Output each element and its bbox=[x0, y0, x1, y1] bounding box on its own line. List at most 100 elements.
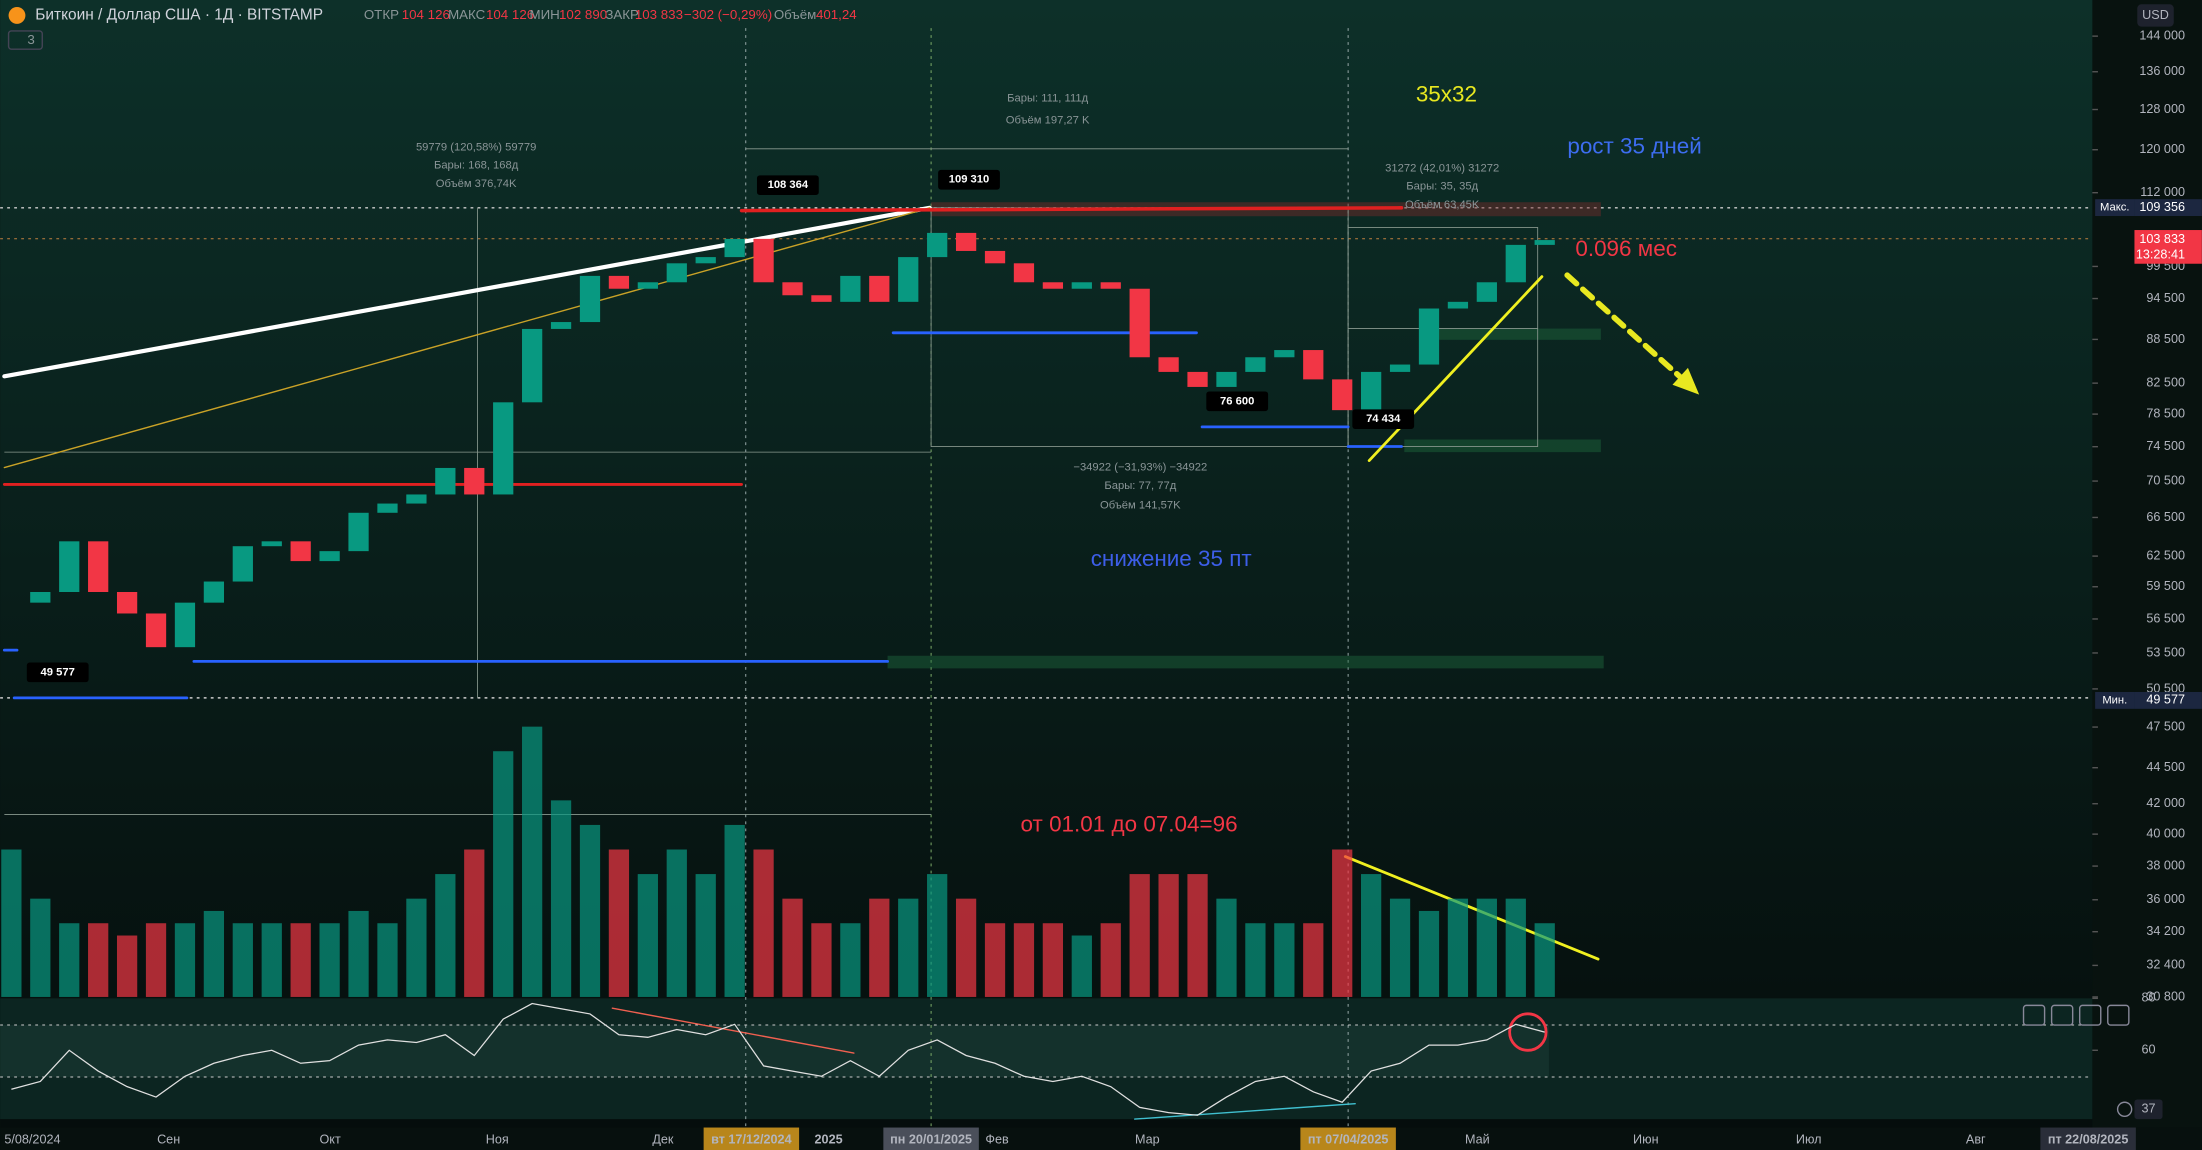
volume-bar bbox=[1274, 923, 1295, 997]
zones bbox=[887, 202, 1604, 669]
y-tick-label: 74 500 bbox=[2146, 439, 2185, 453]
candle bbox=[840, 275, 861, 302]
axis-badge-bg bbox=[2134, 199, 2202, 217]
y-tick-label: 44 500 bbox=[2146, 760, 2185, 774]
pane-delete[interactable] bbox=[2050, 1004, 2074, 1026]
axis-badge-bg bbox=[2134, 691, 2202, 709]
volume-bar bbox=[811, 923, 832, 997]
zone bbox=[1404, 439, 1601, 453]
x-tick-label: пт 07/04/2025 bbox=[1308, 1133, 1389, 1147]
volume-bar bbox=[608, 849, 630, 997]
price-axis-bg bbox=[2092, 0, 2202, 1128]
candle bbox=[1303, 350, 1324, 380]
volume-bar bbox=[927, 874, 948, 997]
pane-maximize[interactable] bbox=[2107, 1004, 2130, 1026]
volume-bar bbox=[319, 923, 340, 997]
axis-badge: 49 577 bbox=[2146, 693, 2185, 707]
note: Бары: 168, 168д bbox=[434, 160, 519, 172]
candle bbox=[30, 592, 51, 603]
note: рост 35 дней bbox=[1567, 133, 1701, 158]
candle bbox=[319, 551, 340, 562]
axis-tag-bg bbox=[2095, 199, 2135, 217]
candle bbox=[695, 257, 716, 264]
candle bbox=[1245, 357, 1266, 372]
volume-bar bbox=[406, 898, 427, 997]
note: Объём 141,57K bbox=[1100, 499, 1181, 511]
volume-bar bbox=[30, 898, 51, 997]
y-tick-label: 59 500 bbox=[2146, 579, 2185, 593]
candle bbox=[1071, 282, 1092, 289]
volume-bar bbox=[522, 726, 543, 997]
candle bbox=[116, 592, 138, 614]
rsi-line bbox=[11, 1002, 1545, 1116]
price-badge: 109 310 bbox=[949, 174, 990, 186]
volume-bar bbox=[666, 849, 687, 997]
y-tick-label: 112 000 bbox=[2140, 185, 2185, 199]
volume-bar bbox=[464, 849, 485, 997]
time-highlight bbox=[2040, 1127, 2136, 1150]
candle bbox=[608, 275, 630, 289]
measure bbox=[1347, 227, 1539, 447]
y-tick-label: 78 500 bbox=[2146, 406, 2185, 420]
zone bbox=[887, 655, 1604, 669]
pane-add[interactable] bbox=[2116, 1101, 2133, 1118]
note: Бары: 35, 35д bbox=[1406, 181, 1478, 193]
note: снижение 35 пт bbox=[1091, 546, 1252, 571]
note: от 01.01 до 07.04=96 bbox=[1021, 812, 1238, 837]
volume-bar bbox=[203, 910, 225, 997]
volume-bar bbox=[840, 923, 861, 997]
volume-bar bbox=[174, 923, 196, 997]
time-axis-bg bbox=[0, 1127, 2202, 1150]
y-tick-label: 120 000 bbox=[2139, 142, 2185, 156]
volume-bar bbox=[290, 923, 311, 997]
x-tick-label: Окт bbox=[319, 1133, 340, 1147]
time-highlight bbox=[1300, 1127, 1396, 1150]
candle bbox=[898, 257, 919, 302]
y-tick-label: 36 000 bbox=[2146, 892, 2185, 906]
volume-bar bbox=[753, 849, 774, 997]
volume-bar bbox=[1216, 898, 1237, 997]
arrow bbox=[1564, 272, 1683, 380]
y-tick-label: 32 400 bbox=[2146, 958, 2185, 972]
volume-bar bbox=[1389, 898, 1411, 997]
x-tick-label: пн 20/01/2025 bbox=[890, 1133, 972, 1147]
volume-bar bbox=[232, 923, 253, 997]
pane-badge: 37 bbox=[2141, 1102, 2155, 1116]
time-highlight bbox=[883, 1127, 979, 1150]
candle bbox=[232, 546, 253, 582]
currency-button[interactable] bbox=[2137, 4, 2174, 27]
candle bbox=[377, 503, 398, 513]
trend-line bbox=[2, 205, 932, 379]
volume-bar bbox=[1476, 898, 1497, 997]
candle bbox=[811, 295, 832, 302]
candle bbox=[782, 282, 803, 296]
ohlc-label: МАКС bbox=[448, 7, 486, 22]
volume-bar bbox=[116, 935, 138, 997]
volume-bar bbox=[59, 923, 80, 997]
candle bbox=[406, 494, 427, 504]
candle bbox=[550, 322, 572, 329]
time-highlight bbox=[703, 1127, 800, 1150]
volume-bar bbox=[1100, 923, 1121, 997]
y-tick-label: 42 000 bbox=[2146, 796, 2185, 810]
y-tick-label: 70 500 bbox=[2146, 473, 2185, 487]
candle bbox=[579, 275, 601, 323]
volume-bar bbox=[579, 824, 601, 997]
pane-up[interactable] bbox=[2022, 1004, 2046, 1026]
note: Объём 376,74K bbox=[436, 178, 517, 190]
candle bbox=[1100, 282, 1121, 289]
currency[interactable]: USD bbox=[2142, 8, 2169, 22]
ohlc-value: 104 126 bbox=[486, 7, 534, 22]
trend-line bbox=[1367, 275, 1544, 462]
candle bbox=[290, 541, 311, 562]
indicators-count[interactable]: 3 bbox=[27, 32, 34, 47]
indicators-toggle[interactable] bbox=[7, 30, 43, 50]
volume-bar bbox=[1158, 874, 1179, 997]
note: −34922 (−31,93%) −34922 bbox=[1073, 462, 1207, 474]
volume-bar bbox=[1042, 923, 1064, 997]
pane-collapse[interactable] bbox=[2078, 1004, 2102, 1026]
candle bbox=[869, 275, 890, 302]
volume-bar bbox=[88, 923, 109, 997]
volume-bar bbox=[1534, 923, 1555, 997]
